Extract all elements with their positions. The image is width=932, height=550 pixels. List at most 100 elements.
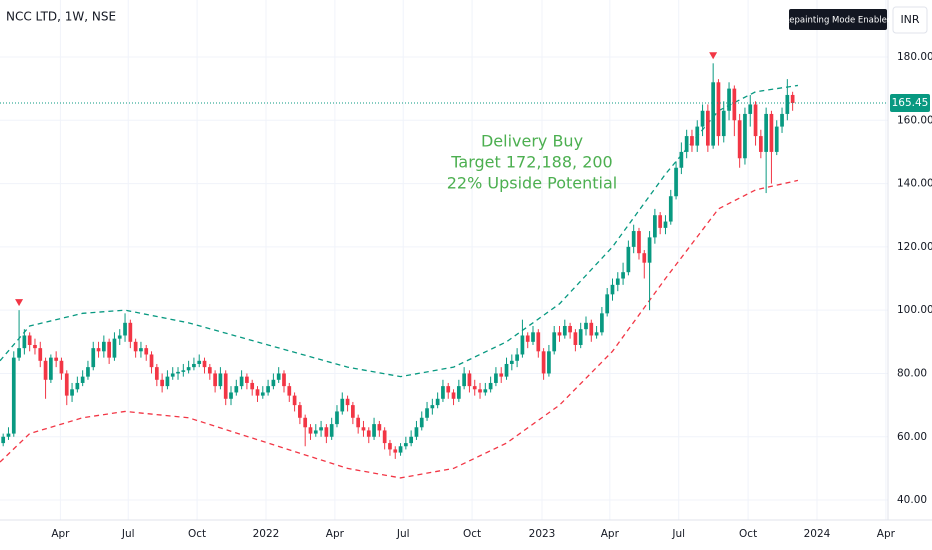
candle-body xyxy=(536,332,541,352)
sell-signal xyxy=(709,52,718,60)
candle-body xyxy=(287,386,292,396)
candle-body xyxy=(75,382,80,390)
candle-body xyxy=(621,272,625,279)
candle-body xyxy=(117,335,122,339)
candle-body xyxy=(398,446,403,453)
candle-body xyxy=(43,360,48,380)
y-tick-label: 180.00 xyxy=(897,51,932,63)
candle-body xyxy=(361,427,366,431)
candle-body xyxy=(377,424,382,431)
candle-body xyxy=(727,88,731,111)
candle-body xyxy=(695,126,700,146)
candle-body xyxy=(239,376,244,387)
candle-body xyxy=(91,348,96,368)
candle-body xyxy=(478,389,482,393)
candle-body xyxy=(112,338,117,358)
candle-body xyxy=(123,322,127,336)
candle-body xyxy=(382,430,387,444)
candle-body xyxy=(176,371,180,374)
candle-body xyxy=(298,405,302,418)
x-tick-label: Apr xyxy=(601,528,620,540)
last-price-label: 165.45 xyxy=(892,97,929,109)
candle-body xyxy=(388,443,392,450)
candle-body xyxy=(568,325,572,333)
y-tick-label: 120.00 xyxy=(897,241,932,253)
candle-body xyxy=(319,427,323,431)
candle-body xyxy=(308,427,313,434)
candle-body xyxy=(668,196,673,222)
candle-body xyxy=(282,373,286,387)
candle-body xyxy=(181,370,186,372)
candle-body xyxy=(748,104,753,114)
candle-body xyxy=(393,449,398,453)
candle-body xyxy=(573,332,578,345)
candle-body xyxy=(706,110,710,146)
badge: Repainting Mode Enabled xyxy=(784,16,893,26)
candle-body xyxy=(743,113,747,159)
candle-body xyxy=(245,376,249,383)
candle-body xyxy=(86,367,90,377)
currency-box[interactable] xyxy=(892,6,928,34)
candle-body xyxy=(372,424,376,437)
candle-body xyxy=(732,88,737,121)
candle-body xyxy=(229,392,233,399)
candle-body xyxy=(594,332,599,336)
candle-body xyxy=(313,430,318,434)
candle-body xyxy=(64,373,69,396)
currency[interactable]: INR xyxy=(900,13,919,26)
candle-body xyxy=(38,348,43,361)
candle-body xyxy=(615,278,620,285)
candle-body xyxy=(764,113,768,152)
candle-body xyxy=(716,82,721,137)
candle-body xyxy=(488,382,493,390)
candle-body xyxy=(329,424,334,437)
candle-body xyxy=(351,405,355,418)
candle-body xyxy=(22,335,27,349)
candle-body xyxy=(70,389,74,396)
candle-body xyxy=(663,221,668,228)
candle-body xyxy=(250,382,255,390)
candle-body xyxy=(626,246,631,273)
candle-body xyxy=(6,433,11,437)
candle-body xyxy=(49,357,53,380)
candle-body xyxy=(753,104,758,137)
y-tick-label: 140.00 xyxy=(897,178,932,190)
candle-body xyxy=(531,332,535,342)
candle-body xyxy=(366,430,371,437)
candle-body xyxy=(483,389,488,393)
candle-body xyxy=(425,408,429,418)
last-price-box xyxy=(890,94,930,113)
candle-body xyxy=(59,360,64,374)
candle-body xyxy=(1,436,6,444)
candle-body xyxy=(769,113,774,152)
candle-body xyxy=(165,376,170,387)
candle-body xyxy=(711,82,716,146)
x-tick-label: Oct xyxy=(463,528,481,540)
candle-body xyxy=(255,389,260,396)
candle-body xyxy=(441,386,445,399)
candle-body xyxy=(414,427,419,437)
candle-body xyxy=(340,398,345,412)
candle-body xyxy=(356,417,361,428)
candle-body xyxy=(499,373,504,377)
x-tick-label: 2024 xyxy=(804,528,831,540)
y-tick-label: 60.00 xyxy=(897,431,927,443)
candle-body xyxy=(737,120,742,159)
candle-body xyxy=(335,411,339,425)
candle-body xyxy=(324,427,329,437)
x-tick-label: Oct xyxy=(739,528,757,540)
badge-box xyxy=(789,9,887,30)
candle-body xyxy=(260,392,265,396)
candle-body xyxy=(27,335,32,345)
candle-body xyxy=(403,443,408,447)
candle-body xyxy=(154,367,159,380)
candle-body xyxy=(578,329,583,345)
candle-body xyxy=(589,322,594,336)
candle-body xyxy=(218,373,223,387)
candle-body xyxy=(54,357,59,361)
candle-body xyxy=(653,215,657,238)
candle-body xyxy=(690,136,694,146)
candle-body xyxy=(223,373,228,399)
candle-body xyxy=(600,313,604,333)
x-tick-label: Oct xyxy=(188,528,206,540)
